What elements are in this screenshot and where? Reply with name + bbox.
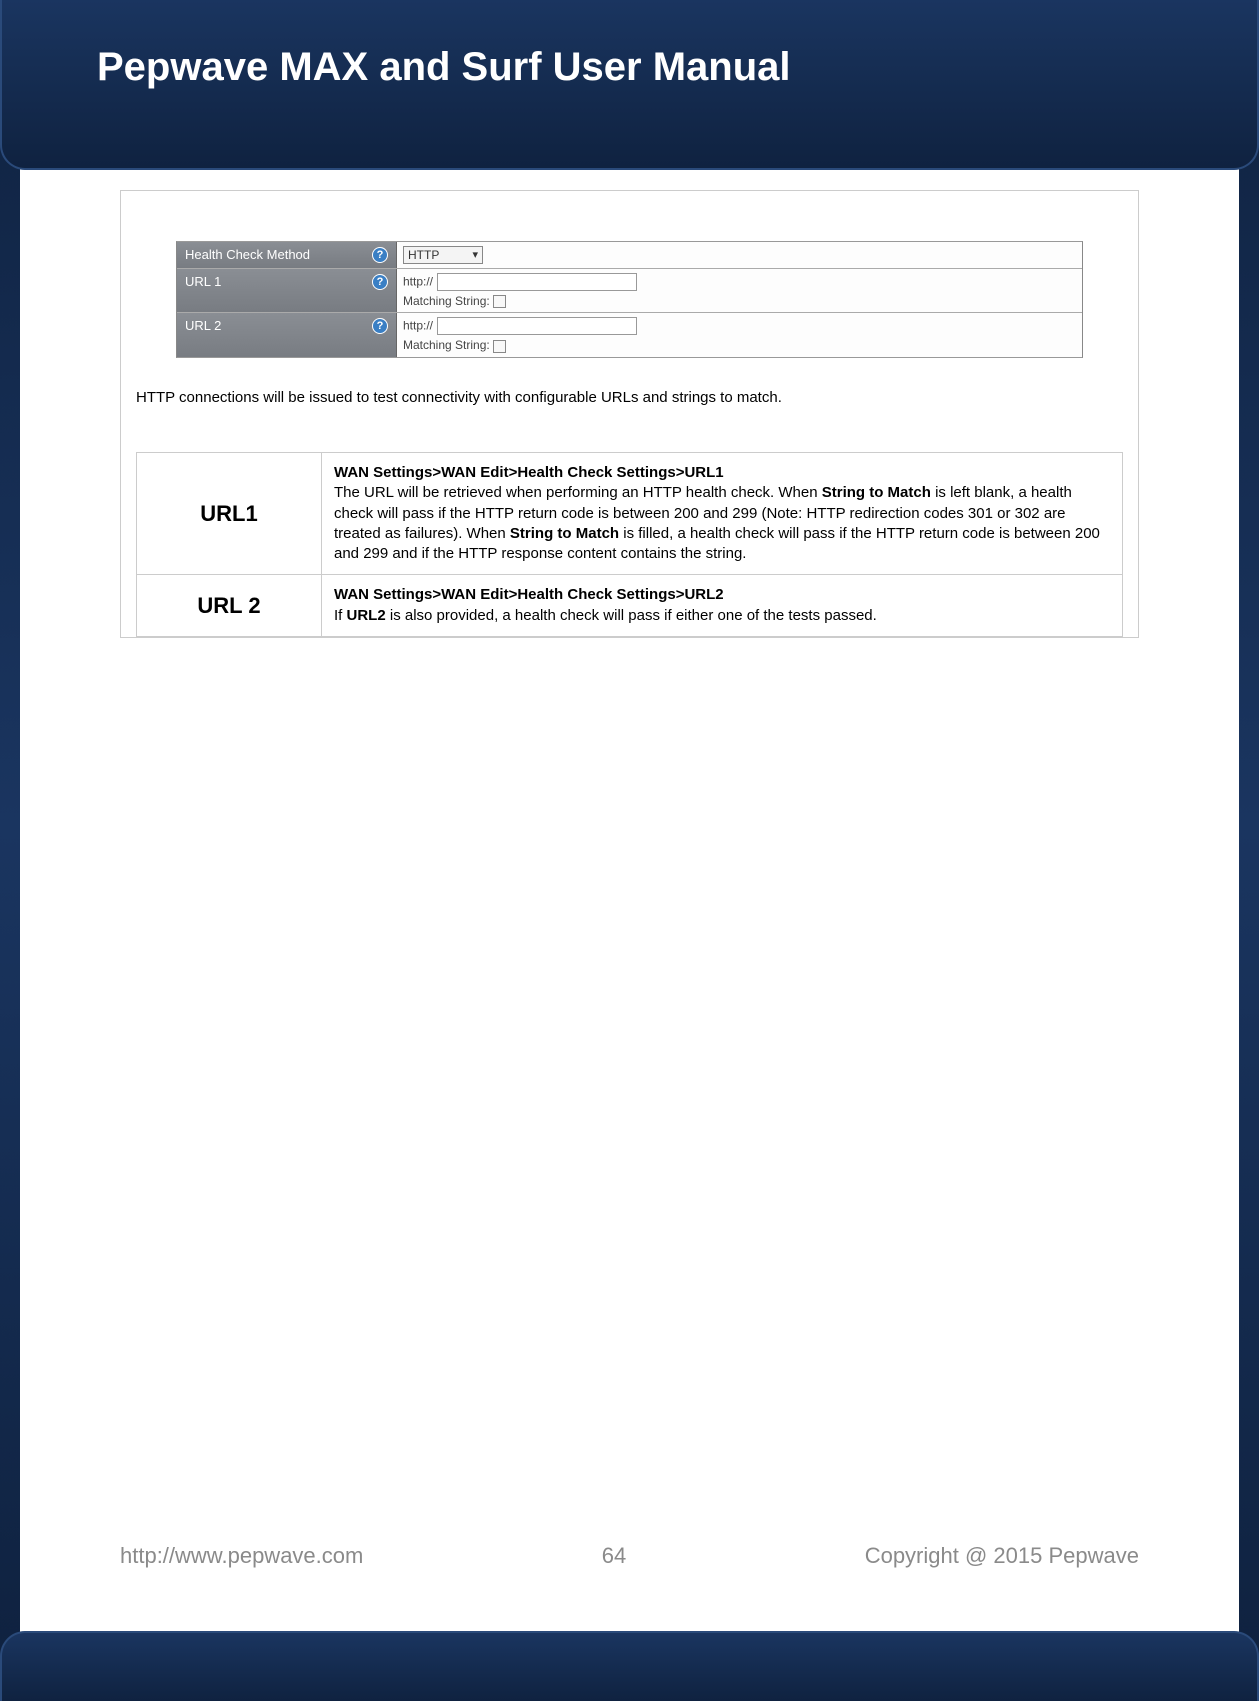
help-icon[interactable]: ?	[372, 247, 388, 263]
content-box: Health Check Method ? HTTP URL 1 ? http:…	[120, 190, 1139, 638]
term-cell: URL1	[137, 453, 322, 575]
table-row: URL 2 WAN Settings>WAN Edit>Health Check…	[137, 575, 1123, 637]
footer-band	[0, 1631, 1259, 1701]
help-icon[interactable]: ?	[372, 274, 388, 290]
body-text: is also provided, a health check will pa…	[386, 607, 877, 624]
config-row-health-check: Health Check Method ? HTTP	[177, 242, 1082, 269]
definition-cell: WAN Settings>WAN Edit>Health Check Setti…	[322, 575, 1123, 637]
label-text: URL 1	[185, 274, 221, 289]
page: Pepwave MAX and Surf User Manual Health …	[20, 0, 1239, 1651]
settings-path: WAN Settings>WAN Edit>Health Check Setti…	[334, 585, 1110, 605]
label-text: URL 2	[185, 318, 221, 333]
url1-match-checkbox[interactable]	[493, 295, 506, 308]
table-row: URL1 WAN Settings>WAN Edit>Health Check …	[137, 453, 1123, 575]
footer: http://www.pepwave.com 64 Copyright @ 20…	[20, 1531, 1239, 1651]
url-prefix: http://	[403, 319, 433, 333]
config-row-url1: URL 1 ? http:// Matching String:	[177, 269, 1082, 313]
header-band: Pepwave MAX and Surf User Manual	[0, 0, 1259, 170]
config-value: http:// Matching String:	[397, 313, 1082, 356]
url-prefix: http://	[403, 274, 433, 288]
content-area: Health Check Method ? HTTP URL 1 ? http:…	[20, 170, 1239, 638]
footer-row: http://www.pepwave.com 64 Copyright @ 20…	[20, 1531, 1239, 1581]
url1-input[interactable]	[437, 273, 637, 291]
term-cell: URL 2	[137, 575, 322, 637]
bold-term: String to Match	[510, 525, 619, 542]
health-check-select[interactable]: HTTP	[403, 246, 483, 264]
page-number: 64	[602, 1543, 626, 1569]
config-value: http:// Matching String:	[397, 269, 1082, 312]
config-label: URL 2 ?	[177, 313, 397, 356]
description-text: HTTP connections will be issued to test …	[136, 388, 1123, 408]
definitions-table: URL1 WAN Settings>WAN Edit>Health Check …	[136, 452, 1123, 637]
url2-match-checkbox[interactable]	[493, 340, 506, 353]
config-label: URL 1 ?	[177, 269, 397, 312]
label-text: Health Check Method	[185, 247, 310, 262]
url2-input[interactable]	[437, 317, 637, 335]
definition-cell: WAN Settings>WAN Edit>Health Check Setti…	[322, 453, 1123, 575]
config-panel: Health Check Method ? HTTP URL 1 ? http:…	[176, 241, 1083, 358]
settings-path: WAN Settings>WAN Edit>Health Check Setti…	[334, 463, 1110, 483]
body-text: The URL will be retrieved when performin…	[334, 484, 822, 501]
body-text: If	[334, 607, 347, 624]
footer-url: http://www.pepwave.com	[120, 1543, 363, 1569]
config-label: Health Check Method ?	[177, 242, 397, 268]
config-row-url2: URL 2 ? http:// Matching String:	[177, 313, 1082, 356]
matching-string-label: Matching String:	[403, 338, 490, 352]
document-title: Pepwave MAX and Surf User Manual	[97, 45, 1162, 90]
help-icon[interactable]: ?	[372, 318, 388, 334]
bold-term: String to Match	[822, 484, 931, 501]
matching-string-label: Matching String:	[403, 294, 490, 308]
config-value: HTTP	[397, 242, 1082, 268]
bold-term: URL2	[347, 607, 386, 624]
footer-copyright: Copyright @ 2015 Pepwave	[865, 1543, 1139, 1569]
